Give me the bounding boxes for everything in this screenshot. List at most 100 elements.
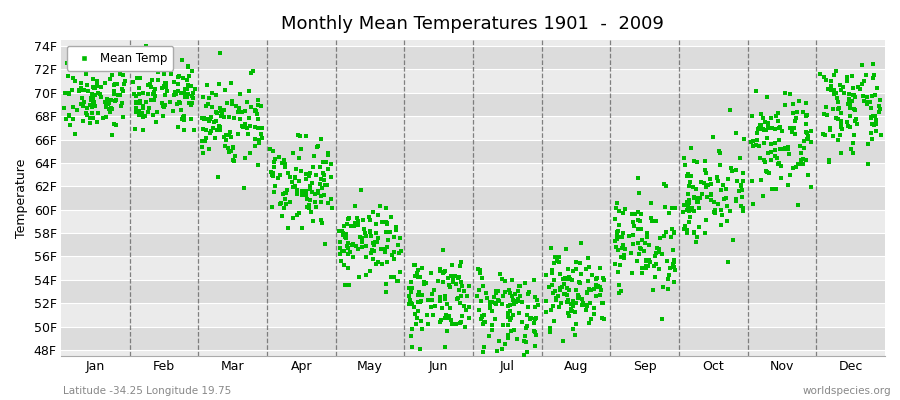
Point — [849, 116, 863, 122]
Point — [643, 242, 657, 248]
Point — [682, 200, 697, 206]
Point — [864, 114, 878, 120]
Point — [667, 264, 681, 270]
Point — [379, 289, 393, 295]
Point — [115, 114, 130, 120]
Point — [319, 158, 333, 165]
Point — [761, 170, 776, 176]
Point — [744, 139, 759, 145]
Point — [827, 91, 842, 98]
Point — [693, 179, 707, 185]
Point — [411, 274, 426, 280]
Point — [609, 232, 624, 239]
Point — [310, 143, 325, 150]
Point — [405, 284, 419, 291]
Point — [462, 303, 476, 310]
Point — [279, 201, 293, 208]
Point — [185, 90, 200, 96]
Point — [842, 96, 857, 102]
Point — [437, 315, 452, 321]
Point — [148, 85, 162, 92]
Point — [61, 91, 76, 98]
Point — [339, 231, 354, 237]
Point — [868, 128, 883, 134]
Point — [166, 108, 180, 114]
Point — [622, 233, 636, 240]
Point — [279, 190, 293, 197]
Point — [306, 164, 320, 170]
Point — [77, 87, 92, 93]
Point — [697, 180, 711, 187]
Point — [140, 91, 155, 98]
Point — [513, 283, 527, 289]
Point — [155, 84, 169, 91]
Point — [346, 223, 361, 229]
Point — [548, 254, 562, 260]
Point — [83, 120, 97, 126]
Point — [611, 228, 625, 234]
Point — [342, 249, 356, 256]
Point — [302, 186, 317, 192]
Point — [404, 333, 419, 339]
Point — [552, 254, 566, 260]
Point — [822, 157, 836, 163]
Point — [720, 176, 734, 182]
Point — [58, 116, 73, 122]
Point — [834, 118, 849, 124]
Point — [460, 293, 474, 300]
Point — [527, 277, 542, 283]
Point — [106, 81, 121, 88]
Point — [753, 155, 768, 161]
Point — [699, 184, 714, 190]
Point — [482, 305, 497, 311]
Point — [366, 209, 381, 216]
Point — [199, 127, 213, 134]
Point — [711, 178, 725, 184]
Point — [792, 98, 806, 104]
Point — [729, 167, 743, 173]
Point — [333, 245, 347, 252]
Point — [484, 321, 499, 328]
Point — [770, 161, 785, 167]
Point — [545, 302, 560, 309]
Point — [800, 134, 814, 141]
Point — [314, 136, 328, 142]
Point — [202, 95, 216, 102]
Point — [196, 115, 211, 122]
Point — [608, 216, 622, 222]
Point — [147, 88, 161, 95]
Point — [686, 184, 700, 190]
Point — [254, 131, 268, 137]
Point — [499, 289, 513, 296]
Point — [796, 160, 810, 167]
Point — [654, 251, 669, 258]
Point — [139, 43, 153, 49]
Point — [833, 86, 848, 93]
Point — [148, 118, 163, 125]
Point — [495, 276, 509, 282]
Point — [61, 113, 76, 120]
Point — [667, 229, 681, 236]
Point — [664, 204, 679, 211]
Point — [392, 269, 407, 275]
Point — [200, 82, 214, 88]
Point — [785, 128, 799, 135]
Point — [490, 348, 504, 355]
Point — [787, 124, 801, 131]
Point — [616, 210, 631, 216]
Point — [185, 99, 200, 106]
Point — [795, 161, 809, 168]
Point — [494, 346, 508, 352]
Point — [419, 280, 434, 286]
Point — [230, 131, 245, 137]
Point — [791, 202, 806, 209]
Point — [129, 99, 143, 106]
Point — [715, 222, 729, 228]
Point — [842, 102, 857, 109]
Point — [703, 176, 717, 182]
Point — [544, 270, 559, 276]
Point — [352, 274, 366, 280]
Point — [528, 294, 543, 300]
Point — [615, 234, 629, 240]
Point — [474, 314, 489, 320]
